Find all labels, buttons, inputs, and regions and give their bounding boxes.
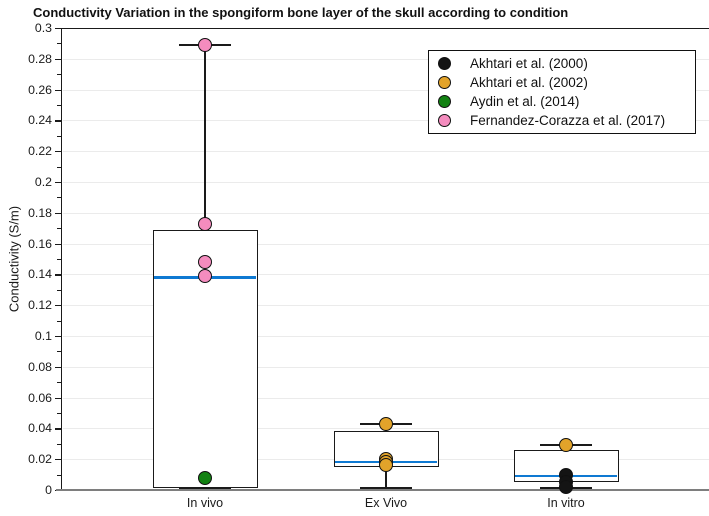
legend-item: Aydin et al. (2014) [429, 92, 695, 111]
whisker-cap-lower [360, 487, 412, 490]
y-minor-tick [57, 166, 61, 168]
chart-title: Conductivity Variation in the spongiform… [33, 5, 569, 20]
data-point [198, 470, 212, 485]
gridline [63, 89, 709, 91]
y-tick-label: 0.22 [28, 144, 52, 159]
data-point [559, 438, 573, 453]
data-point [379, 416, 393, 431]
legend-label: Akhtari et al. (2000) [470, 56, 588, 71]
gridline [63, 151, 709, 153]
y-tick-label: 0.2 [34, 175, 52, 189]
y-tick-label: 0.02 [28, 452, 52, 467]
legend-marker-icon [438, 76, 451, 89]
data-point [198, 268, 212, 283]
whisker-line-upper [204, 44, 206, 230]
y-axis-line [61, 28, 63, 490]
whisker-cap-lower [179, 487, 231, 490]
gridline [63, 212, 709, 214]
plot-top-border [61, 28, 709, 30]
y-tick-label: 0.14 [28, 267, 52, 282]
y-tick-label: 0.12 [28, 298, 52, 313]
y-major-tick [55, 336, 61, 338]
legend: Akhtari et al. (2000) Akhtari et al. (200… [428, 50, 696, 134]
y-minor-tick [57, 474, 61, 476]
y-minor-tick [57, 413, 61, 414]
x-tick-label: In vitro [547, 496, 585, 510]
y-minor-tick [57, 43, 61, 45]
gridline [63, 182, 709, 183]
y-minor-tick [57, 443, 61, 445]
data-point [198, 216, 212, 231]
gridline [63, 243, 709, 245]
y-major-tick [55, 182, 61, 184]
y-tick-label: 0.1 [34, 329, 52, 343]
y-minor-tick [57, 135, 61, 137]
y-major-tick [55, 397, 61, 399]
y-tick-label: 0 [45, 483, 52, 497]
whisker-line-lower [385, 466, 387, 489]
y-minor-tick [57, 289, 61, 291]
data-point [559, 479, 573, 494]
y-major-tick [55, 212, 61, 214]
gridline [63, 120, 709, 122]
y-minor-tick [57, 351, 61, 353]
y-major-tick [55, 58, 61, 60]
y-minor-tick [57, 320, 61, 322]
y-minor-tick [57, 105, 61, 106]
y-minor-tick [57, 74, 61, 76]
y-major-tick [55, 459, 61, 461]
y-minor-tick [57, 197, 61, 199]
legend-marker-icon [438, 95, 451, 108]
y-tick-label: 0.08 [28, 359, 52, 374]
x-axis-line [56, 489, 709, 491]
y-major-tick [55, 151, 61, 153]
y-tick-label: 0.16 [28, 236, 52, 251]
y-major-tick [55, 28, 61, 30]
data-point [198, 37, 212, 52]
y-major-tick [55, 366, 61, 368]
data-point [379, 458, 393, 473]
legend-marker-icon [438, 114, 451, 127]
y-major-tick [55, 428, 61, 430]
y-minor-tick [57, 228, 61, 230]
y-major-tick [55, 120, 61, 122]
y-minor-tick [57, 382, 61, 384]
gridline [63, 58, 709, 60]
y-tick-label: 0.26 [28, 82, 52, 97]
y-tick-label: 0.04 [28, 421, 52, 436]
legend-label: Aydin et al. (2014) [470, 94, 580, 109]
gridline [63, 305, 709, 307]
legend-item: Akhtari et al. (2002) [429, 73, 695, 92]
y-major-tick [55, 274, 61, 276]
legend-marker-icon [438, 57, 451, 70]
y-tick-label: 0.24 [28, 113, 52, 128]
y-minor-tick [57, 259, 61, 260]
legend-item: Akhtari et al. (2000) [429, 54, 695, 73]
y-tick-label: 0.18 [28, 205, 52, 220]
y-tick-label: 0.3 [34, 21, 52, 35]
legend-label: Fernandez-Corazza et al. (2017) [470, 113, 666, 128]
legend-label: Akhtari et al. (2002) [470, 75, 588, 90]
gridline [63, 336, 709, 337]
x-tick-label: In vivo [186, 496, 224, 510]
gridline [63, 397, 709, 399]
y-major-tick [55, 305, 61, 307]
y-tick-label: 0.28 [28, 51, 52, 66]
y-major-tick [55, 89, 61, 91]
y-major-tick [55, 243, 61, 245]
gridline [63, 274, 709, 276]
legend-item: Fernandez-Corazza et al. (2017) [429, 111, 695, 130]
data-point [198, 255, 212, 270]
y-tick-label: 0.06 [28, 390, 52, 405]
gridline [63, 366, 709, 368]
x-tick-label: Ex Vivo [364, 496, 408, 510]
